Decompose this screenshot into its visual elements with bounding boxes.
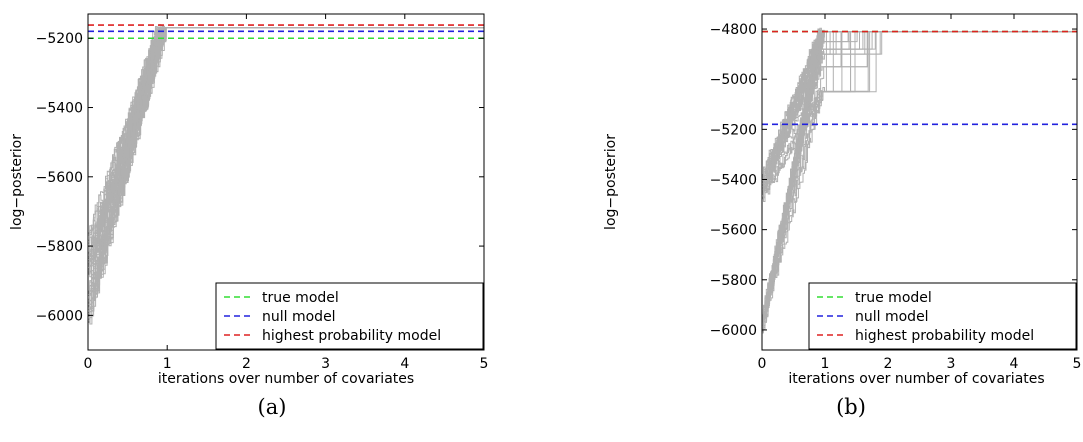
legend: true model null model highest probability … [215,282,484,350]
legend-entry: true model [855,290,932,306]
panel-caption: (b) [836,395,866,419]
plot-area [762,27,1077,334]
axes-frame [87,13,485,351]
x-tick-label: 5 [480,356,489,372]
legend-box [215,282,484,350]
x-tick-label: 4 [1010,356,1019,372]
y-axis-label: log−posterior [603,134,619,230]
x-axis-label: iterations over number of covariates [788,371,1044,387]
legend-entry: highest probability model [855,328,1034,344]
panel-caption: (a) [258,395,287,419]
x-tick-label: 0 [758,356,767,372]
x-axis-label: iterations over number of covariates [158,371,414,387]
y-tick-label: −5600 [36,170,83,186]
x-tick-label: 0 [84,356,93,372]
legend-entry: null model [262,309,336,325]
chart-panel-1: 0 1 2 3 4 5 −6000 −5800 −5600 −5400 −5200 iteration… [9,13,489,419]
y-tick-label: −5600 [710,223,757,239]
y-tick-label: −5000 [710,72,757,88]
trace-58 [88,27,484,241]
trace-59 [762,28,1077,189]
x-tick-label: 1 [163,356,172,372]
legend: true model null model highest probability … [808,282,1077,350]
y-axis-label: log−posterior [9,134,25,230]
x-tick-label: 3 [947,356,956,372]
trace-28 [762,31,1077,326]
legend-entry: highest probability model [262,328,441,344]
y-tick-label: −5400 [710,172,757,188]
chart-panel-2: 0 1 2 3 4 5 −6000 −5800 −5600 −5400 −5200 −5000 −480… [603,13,1082,419]
y-tick-label: −5800 [710,273,757,289]
trace-59 [88,27,484,262]
y-tick-label: −5800 [36,239,83,255]
y-tick-label: −5400 [36,101,83,117]
y-tick-label: −6000 [36,308,83,324]
y-tick-label: −6000 [710,323,757,339]
trace-56 [762,31,1077,198]
trace-58 [762,31,1077,179]
plot-area [88,24,484,325]
y-tick-label: −4800 [710,22,757,38]
trace-26 [762,31,1077,320]
legend-entry: true model [262,290,339,306]
legend-box [808,282,1077,350]
trace-21 [88,27,484,321]
x-tick-label: 5 [1073,356,1082,372]
x-tick-label: 2 [884,356,893,372]
axes-frame [761,13,1078,351]
y-tick-label: −5200 [36,31,83,47]
x-tick-label: 3 [321,356,330,372]
x-tick-label: 2 [242,356,251,372]
y-tick-label: −5200 [710,122,757,138]
x-tick-label: 1 [821,356,830,372]
legend-entry: null model [855,309,929,325]
x-tick-label: 4 [400,356,409,372]
